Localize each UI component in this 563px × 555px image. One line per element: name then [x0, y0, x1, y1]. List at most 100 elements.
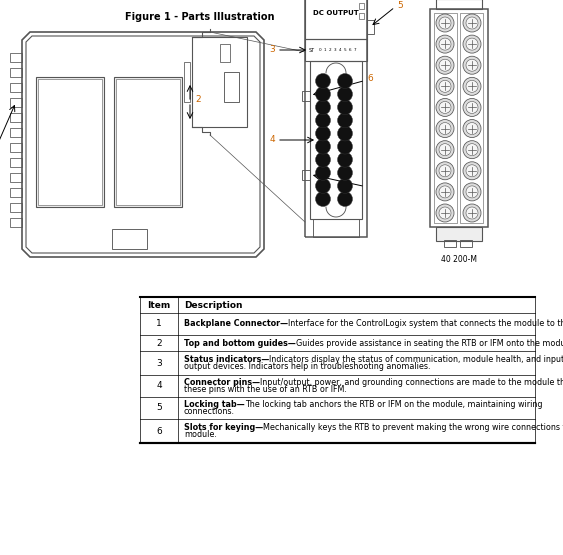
Circle shape — [436, 56, 454, 74]
Bar — [192, 37, 247, 127]
Circle shape — [463, 56, 481, 74]
Text: 5: 5 — [343, 48, 346, 52]
Bar — [184, 62, 190, 102]
Text: Mechanically keys the RTB to prevent making the wrong wire connections to your: Mechanically keys the RTB to prevent mak… — [263, 423, 563, 432]
Circle shape — [337, 139, 352, 154]
Bar — [310, 61, 362, 219]
Circle shape — [439, 102, 451, 113]
Circle shape — [337, 73, 352, 88]
Circle shape — [439, 17, 451, 29]
Circle shape — [439, 144, 451, 155]
Circle shape — [337, 178, 352, 193]
Text: module.: module. — [184, 430, 217, 439]
Circle shape — [466, 102, 478, 113]
Circle shape — [466, 38, 478, 50]
Text: output devices. Indicators help in troubleshooting anomalies.: output devices. Indicators help in troub… — [184, 362, 431, 371]
Bar — [302, 169, 310, 179]
Bar — [114, 77, 182, 207]
Text: DC OUTPUT: DC OUTPUT — [313, 10, 359, 16]
Text: 6: 6 — [348, 48, 351, 52]
Bar — [220, 44, 230, 62]
Bar — [10, 83, 22, 92]
Bar — [10, 173, 22, 182]
Text: 0: 0 — [319, 48, 321, 52]
Bar — [305, 0, 367, 39]
Circle shape — [463, 183, 481, 201]
Text: Interface for the ControlLogix system that connects the module to the backplane.: Interface for the ControlLogix system th… — [288, 320, 563, 329]
Circle shape — [439, 123, 451, 134]
Text: 7: 7 — [354, 48, 356, 52]
Text: Top and bottom guides—: Top and bottom guides— — [184, 339, 296, 347]
Text: these pins with the use of an RTB or IFM.: these pins with the use of an RTB or IFM… — [184, 385, 347, 394]
Circle shape — [337, 126, 352, 141]
Circle shape — [439, 59, 451, 71]
Bar — [460, 13, 483, 223]
Circle shape — [337, 191, 352, 206]
Bar — [224, 72, 239, 102]
Text: Input/output, power, and grounding connections are made to the module through: Input/output, power, and grounding conne… — [260, 378, 563, 387]
Text: 1: 1 — [324, 48, 326, 52]
Circle shape — [439, 165, 451, 177]
Circle shape — [463, 14, 481, 32]
Bar — [10, 218, 22, 227]
Circle shape — [463, 204, 481, 222]
Circle shape — [315, 73, 330, 88]
Circle shape — [436, 204, 454, 222]
Text: Locking tab—: Locking tab— — [184, 400, 245, 408]
Text: 5: 5 — [397, 1, 403, 9]
Circle shape — [436, 140, 454, 159]
Bar — [10, 143, 22, 152]
Circle shape — [337, 113, 352, 128]
Bar — [10, 203, 22, 212]
Circle shape — [315, 191, 330, 206]
Bar — [116, 79, 180, 205]
Text: 3: 3 — [156, 359, 162, 367]
Text: Description: Description — [184, 300, 243, 310]
Text: 1: 1 — [156, 320, 162, 329]
Text: 4: 4 — [269, 135, 275, 144]
Bar — [302, 90, 310, 100]
Circle shape — [436, 14, 454, 32]
Bar — [430, 9, 488, 227]
Circle shape — [439, 186, 451, 198]
Bar — [359, 3, 364, 9]
Circle shape — [439, 80, 451, 92]
Text: Slots for keying—: Slots for keying— — [184, 423, 263, 432]
Bar — [444, 240, 456, 247]
Circle shape — [466, 186, 478, 198]
Text: Figure 1 - Parts Illustration: Figure 1 - Parts Illustration — [125, 12, 275, 22]
Text: ST: ST — [309, 48, 315, 53]
Circle shape — [466, 80, 478, 92]
Circle shape — [337, 165, 352, 180]
Circle shape — [439, 38, 451, 50]
Circle shape — [466, 17, 478, 29]
Circle shape — [315, 113, 330, 128]
Circle shape — [315, 178, 330, 193]
Bar — [313, 219, 359, 237]
Circle shape — [463, 98, 481, 117]
Text: 5: 5 — [156, 403, 162, 412]
Bar — [305, 39, 367, 61]
Circle shape — [315, 152, 330, 167]
Circle shape — [436, 77, 454, 95]
Circle shape — [315, 139, 330, 154]
Text: Status indicators—: Status indicators— — [184, 355, 269, 364]
Text: 2: 2 — [156, 339, 162, 347]
Circle shape — [439, 207, 451, 219]
Text: Backplane Connector—: Backplane Connector— — [184, 320, 288, 329]
Bar — [359, 13, 364, 19]
Bar — [10, 128, 22, 137]
Circle shape — [436, 162, 454, 180]
Bar — [436, 0, 482, 9]
Circle shape — [466, 144, 478, 155]
Circle shape — [463, 35, 481, 53]
Circle shape — [315, 165, 330, 180]
Text: 2: 2 — [329, 48, 331, 52]
Text: 3: 3 — [334, 48, 336, 52]
Text: Guides provide assistance in seating the RTB or IFM onto the module.: Guides provide assistance in seating the… — [296, 339, 563, 347]
Bar — [112, 229, 147, 249]
Text: 40 200-M: 40 200-M — [441, 255, 477, 264]
Text: Item: Item — [148, 300, 171, 310]
Circle shape — [436, 98, 454, 117]
Circle shape — [466, 123, 478, 134]
